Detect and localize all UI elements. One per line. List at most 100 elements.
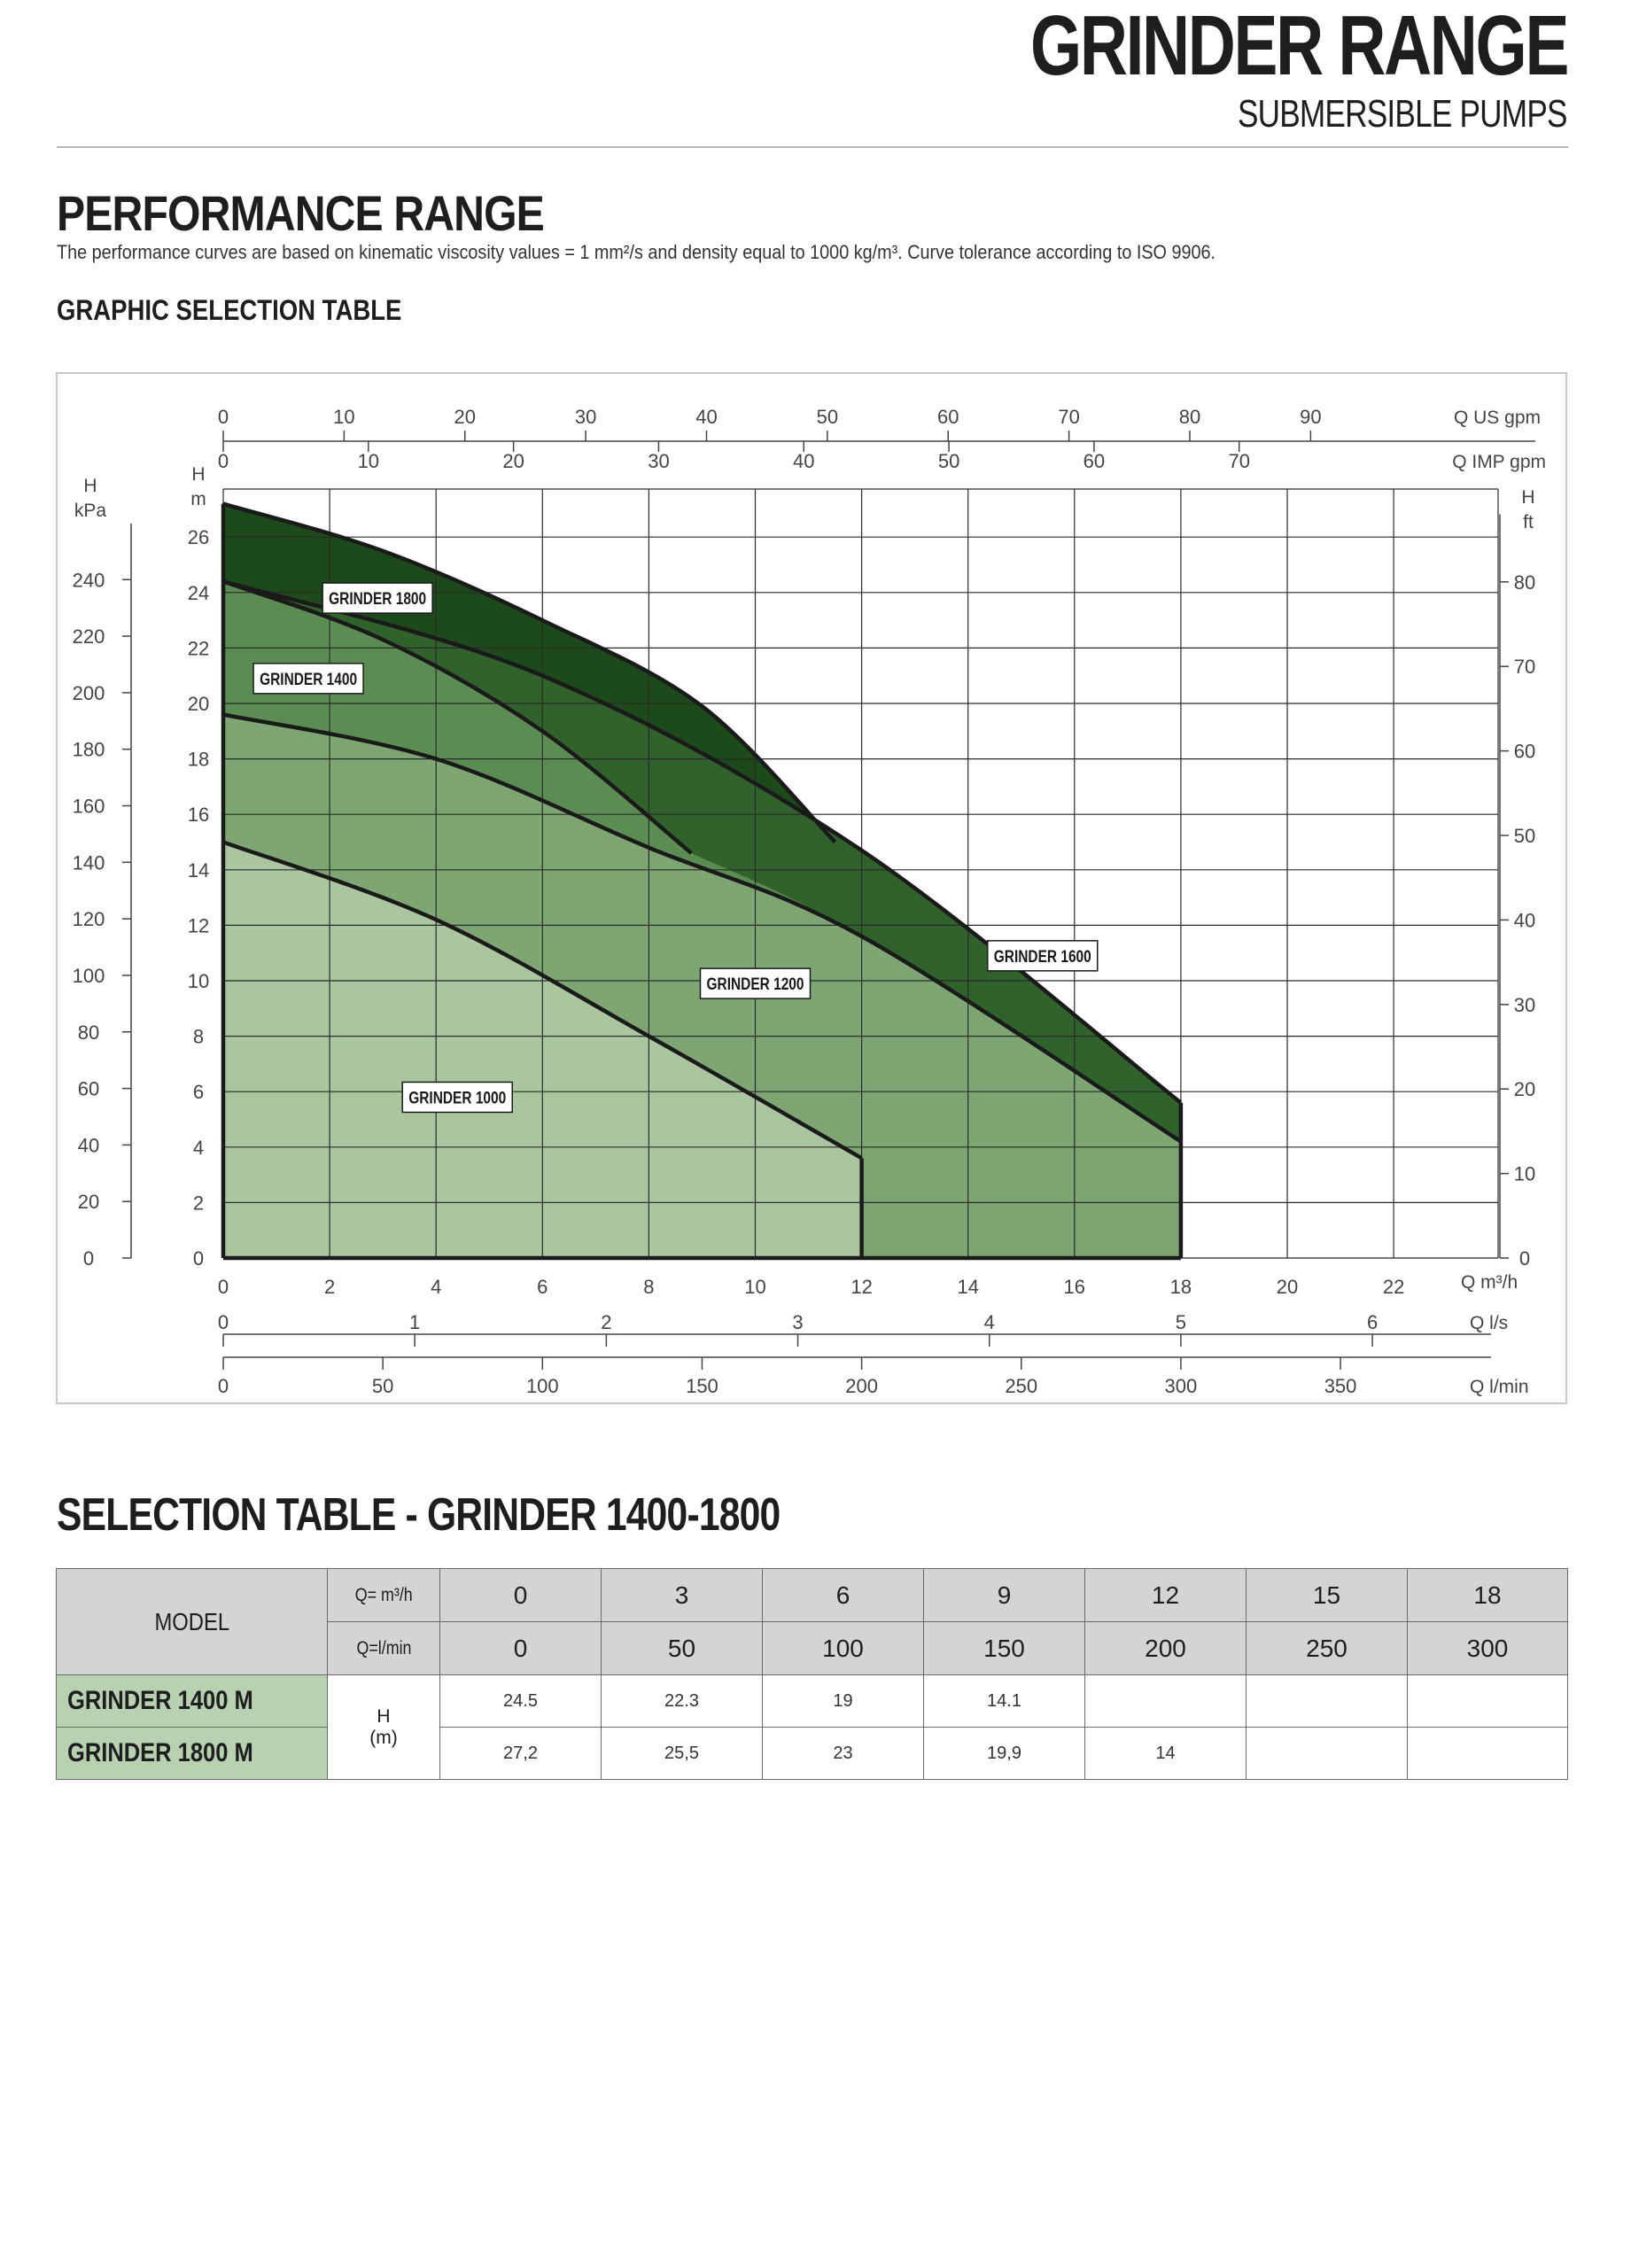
y-tick-label-kpa: 40	[78, 1134, 99, 1156]
x-tick-label-m3h: 18	[1170, 1276, 1192, 1298]
graphic-selection-title: GRAPHIC SELECTION TABLE	[57, 294, 402, 326]
head-value: 19	[762, 1674, 924, 1728]
y-tick-label-ft: 40	[1514, 909, 1535, 931]
x-tick-label-m3h: 14	[957, 1276, 978, 1298]
q-lmin-value: 250	[1246, 1621, 1408, 1675]
series-label: GRINDER 1800	[329, 590, 426, 609]
performance-description: The performance curves are based on kine…	[57, 241, 1216, 263]
q-lmin-value: 200	[1084, 1621, 1247, 1675]
y-tick-label-kpa: 240	[73, 569, 105, 591]
x-tick-label-lmin: 100	[526, 1375, 559, 1397]
y-tick-label-m: 18	[188, 749, 209, 771]
q-lmin-label: Q=l/min	[327, 1621, 440, 1675]
x-tick-label-us-gpm: 60	[937, 406, 959, 428]
selection-table-title: SELECTION TABLE - GRINDER 1400-1800	[57, 1489, 781, 1541]
q-m3h-value: 9	[923, 1568, 1085, 1622]
y-tick-label-ft: 0	[1519, 1247, 1530, 1270]
y-tick-label-kpa: 20	[78, 1191, 99, 1213]
x-tick-label-us-gpm: 40	[695, 406, 717, 428]
series-label: GRINDER 1000	[408, 1089, 506, 1107]
x-tick-label-ls: 3	[792, 1311, 803, 1333]
x-tick-label-imp-gpm: 50	[938, 450, 959, 472]
q-m3h-value: 0	[439, 1568, 602, 1622]
x-tick-label-ls: 0	[218, 1311, 229, 1333]
y-tick-label-m: 22	[188, 637, 209, 659]
x-tick-label-imp-gpm: 30	[648, 450, 669, 472]
x-tick-label-imp-gpm: 20	[502, 450, 524, 472]
q-m3h-value: 15	[1246, 1568, 1408, 1622]
x-axis-label-imp-gpm: Q IMP gpm	[1452, 452, 1546, 472]
x-tick-label-lmin: 350	[1324, 1375, 1357, 1397]
y-tick-label-ft: 70	[1514, 656, 1535, 678]
head-value: 24.5	[439, 1674, 602, 1728]
curve-grinder-1800	[222, 501, 837, 844]
x-tick-label-m3h: 16	[1064, 1276, 1085, 1298]
x-tick-label-m3h: 2	[324, 1276, 335, 1298]
series-label: GRINDER 1400	[260, 671, 357, 689]
y-tick-label-kpa: 180	[73, 739, 105, 761]
x-tick-label-ls: 2	[601, 1311, 611, 1333]
y-axis-label-ft: ft	[1523, 512, 1534, 532]
y-tick-label-ft: 30	[1514, 994, 1535, 1016]
table-row: GRINDER 1800 M 27,2 25,5 23 19,9 14	[56, 1727, 1568, 1780]
y-axis-label-kpa: H	[83, 476, 97, 496]
x-tick-label-m3h: 10	[744, 1276, 765, 1298]
chart-frame	[56, 372, 1567, 1404]
y-tick-label-kpa: 80	[78, 1021, 99, 1044]
y-tick-label-ft: 50	[1514, 825, 1535, 847]
y-axis-label-ft: H	[1521, 487, 1534, 508]
x-tick-label-m3h: 20	[1277, 1276, 1298, 1298]
q-lmin-value: 0	[439, 1621, 602, 1675]
header-divider	[57, 146, 1568, 148]
x-tick-label-m3h: 12	[850, 1276, 872, 1298]
y-axis-label-m: H	[191, 464, 205, 485]
x-tick-label-us-gpm: 20	[454, 406, 476, 428]
performance-title: PERFORMANCE RANGE	[57, 185, 545, 241]
x-tick-label-lmin: 200	[845, 1375, 878, 1397]
x-tick-label-lmin: 250	[1005, 1375, 1037, 1397]
x-tick-label-us-gpm: 10	[333, 406, 354, 428]
y-tick-label-m: 24	[188, 582, 209, 604]
x-axis-label-lmin: Q l/min	[1470, 1377, 1529, 1397]
performance-chart: GRINDER 1000 GRINDER 1200 GRINDER 1400 GRIN…	[73, 406, 1546, 1397]
head-value: 27,2	[439, 1727, 602, 1780]
series-label-box	[401, 1081, 513, 1114]
head-value	[1246, 1727, 1408, 1780]
q-lmin-value: 50	[601, 1621, 763, 1675]
h-unit-label: H (m)	[327, 1674, 440, 1780]
y-axis-label-m: m	[190, 489, 206, 509]
curve-grinder-1400	[222, 579, 693, 855]
q-lmin-value: 100	[762, 1621, 924, 1675]
y-tick-label-kpa: 60	[78, 1078, 99, 1100]
y-tick-label-kpa: 200	[73, 682, 105, 704]
x-tick-label-lmin: 50	[372, 1375, 393, 1397]
y-tick-label-ft: 10	[1514, 1163, 1535, 1185]
head-value: 25,5	[601, 1727, 763, 1780]
x-tick-label-ls: 5	[1176, 1311, 1186, 1333]
curve-grinder-1000	[222, 840, 863, 1161]
y-tick-label-m: 4	[193, 1137, 204, 1159]
y-tick-label-kpa: 100	[73, 965, 105, 987]
page-title: GRINDER RANGE	[1029, 0, 1569, 93]
head-value: 14	[1084, 1727, 1247, 1780]
y-tick-label-m: 10	[188, 970, 209, 992]
y-tick-label-m: 14	[188, 859, 209, 882]
series-label-box	[699, 967, 812, 999]
y-tick-label-m: 8	[193, 1026, 204, 1048]
x-tick-label-us-gpm: 30	[575, 406, 596, 428]
x-tick-label-imp-gpm: 70	[1228, 450, 1249, 472]
series-label: GRINDER 1200	[707, 975, 804, 994]
x-tick-label-m3h: 8	[643, 1276, 654, 1298]
y-tick-label-kpa: 0	[83, 1247, 94, 1270]
q-lmin-value: 300	[1407, 1621, 1568, 1675]
x-tick-label-us-gpm: 80	[1179, 406, 1200, 428]
x-tick-label-m3h: 0	[218, 1276, 229, 1298]
model-name: GRINDER 1800 M	[56, 1727, 328, 1780]
q-m3h-value: 12	[1084, 1568, 1247, 1622]
x-tick-label-us-gpm: 0	[218, 406, 229, 428]
series-label-box	[252, 663, 364, 695]
x-tick-label-ls: 1	[409, 1311, 420, 1333]
curve-grinder-1200	[222, 712, 1183, 1144]
x-tick-label-us-gpm: 70	[1058, 406, 1079, 428]
y-tick-label-m: 6	[193, 1081, 204, 1103]
